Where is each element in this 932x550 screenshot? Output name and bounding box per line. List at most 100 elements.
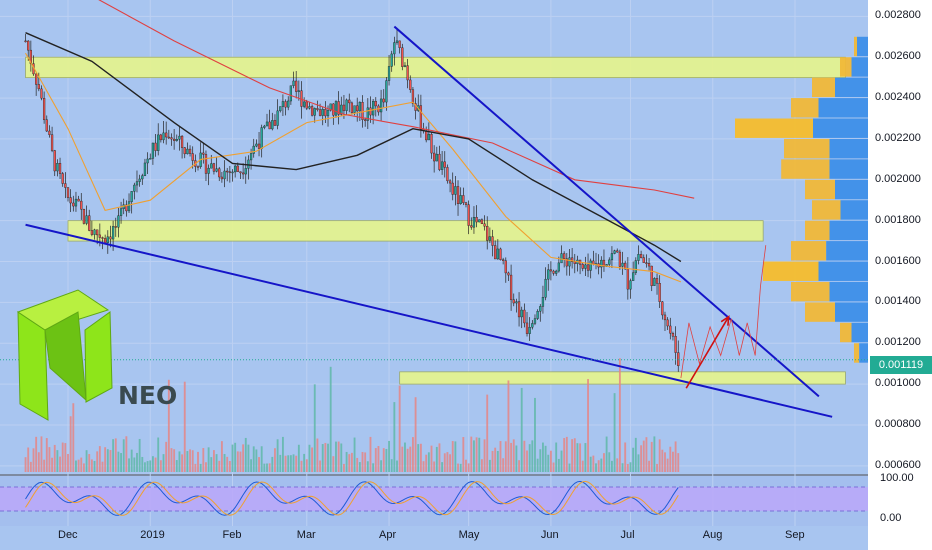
profile-bar-b xyxy=(851,322,868,343)
profile-bar-a xyxy=(791,281,830,302)
candle-body xyxy=(499,248,502,260)
volume-bar xyxy=(385,448,388,472)
volume-bar xyxy=(356,457,359,472)
volume-bar xyxy=(419,443,422,472)
candle-body xyxy=(231,171,234,174)
volume-bar xyxy=(292,454,295,472)
volume-bar xyxy=(136,452,138,472)
profile-bar-a xyxy=(735,118,813,138)
volume-bar xyxy=(473,440,475,472)
candle-body xyxy=(669,325,672,334)
candle-body xyxy=(340,104,343,115)
candle-body xyxy=(403,65,407,67)
volume-bar xyxy=(401,446,404,472)
candle-body xyxy=(310,106,314,116)
price-tick-label: 0.002200 xyxy=(875,131,921,144)
volume-bar xyxy=(236,451,239,472)
candle-body xyxy=(104,238,107,243)
volume-bar xyxy=(337,441,340,472)
candle-body xyxy=(406,65,409,81)
volume-bar xyxy=(645,437,648,472)
candle-body xyxy=(374,101,377,107)
volume-bar xyxy=(295,455,298,472)
volume-bar xyxy=(340,443,343,472)
volume-bar xyxy=(560,450,563,472)
volume-bar xyxy=(605,436,608,472)
volume-bar xyxy=(515,445,518,472)
volume-bar xyxy=(104,447,107,472)
volume-bar xyxy=(210,457,213,472)
candle-body xyxy=(263,125,266,128)
candle-body xyxy=(40,88,43,99)
projected-path xyxy=(680,245,767,379)
candle-body xyxy=(433,152,436,162)
candle-body xyxy=(488,236,492,241)
volume-bar xyxy=(255,449,258,472)
volume-bar xyxy=(199,463,202,472)
profile-bar-b xyxy=(857,36,868,57)
volume-bar xyxy=(321,444,324,472)
price-tick-label: 0.001400 xyxy=(875,295,921,308)
candle-body xyxy=(438,153,441,170)
candle-body xyxy=(159,134,162,141)
candle-body xyxy=(509,274,513,300)
volume-bar xyxy=(133,457,136,472)
volume-bar xyxy=(75,460,77,472)
candle-body xyxy=(632,272,635,281)
volume-bar xyxy=(600,458,603,472)
candle-body xyxy=(58,163,62,174)
candle-body xyxy=(589,260,592,271)
volume-bar xyxy=(650,441,653,472)
volume-bar xyxy=(226,456,229,472)
volume-bar xyxy=(504,441,507,472)
candle-body xyxy=(202,152,205,155)
volume-bar xyxy=(366,461,369,472)
volume-bar xyxy=(555,442,558,472)
candle-body xyxy=(324,109,327,117)
volume-bar xyxy=(563,438,566,472)
volume-bar xyxy=(531,440,534,472)
volume-bar xyxy=(35,436,38,472)
volume-bar xyxy=(608,452,611,472)
candle-body xyxy=(117,215,120,228)
volume-bar xyxy=(69,416,72,472)
candle-body xyxy=(82,209,86,224)
volume-bar xyxy=(266,463,268,472)
candle-body xyxy=(255,143,258,147)
volume-bar xyxy=(194,463,197,472)
volume-bar xyxy=(128,458,130,472)
volume-bar xyxy=(260,446,263,472)
candle-body xyxy=(573,261,576,264)
volume-bar xyxy=(642,440,645,472)
candle-body xyxy=(411,89,415,104)
candle-body xyxy=(143,162,147,176)
volume-bar xyxy=(414,397,417,472)
volume-bar xyxy=(173,449,176,472)
volume-bar xyxy=(417,444,420,472)
volume-bar xyxy=(305,459,308,472)
candle-body xyxy=(329,103,332,111)
candle-body xyxy=(96,229,99,236)
candle-body xyxy=(292,80,295,86)
volume-bar xyxy=(427,452,430,472)
oscillator-axis-min: 0.00 xyxy=(880,512,902,524)
candle-body xyxy=(50,134,54,151)
candle-body xyxy=(364,119,367,121)
candle-body xyxy=(260,127,263,149)
candle-body xyxy=(520,309,523,318)
candle-body xyxy=(536,311,539,319)
time-tick-label: Jun xyxy=(540,529,559,541)
candle-body xyxy=(321,109,324,116)
support-zone-2 xyxy=(399,371,846,385)
candle-body xyxy=(183,147,186,155)
volume-bar xyxy=(228,461,231,472)
profile-bar-b xyxy=(835,302,868,322)
candle-body xyxy=(570,257,574,262)
volume-bar xyxy=(189,449,191,472)
volume-bar xyxy=(369,436,372,472)
volume-bar xyxy=(85,450,88,472)
candle-body xyxy=(387,66,391,81)
volume-bar xyxy=(271,456,274,472)
candle-body xyxy=(289,85,293,102)
